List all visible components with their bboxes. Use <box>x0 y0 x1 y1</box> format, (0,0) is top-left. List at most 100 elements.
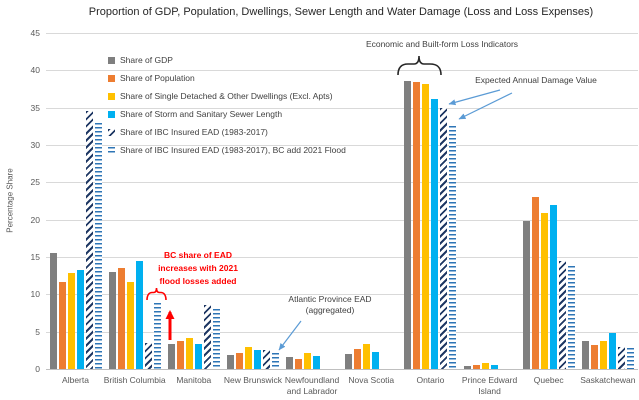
gridline <box>46 182 638 184</box>
y-axis-title: Percentage Share <box>5 168 15 233</box>
bar <box>345 354 353 369</box>
legend-label: Share of GDP <box>120 55 173 65</box>
bar <box>449 126 457 369</box>
gridline <box>46 257 638 258</box>
chart-title: Proportion of GDP, Population, Dwellings… <box>88 6 594 18</box>
bar <box>522 221 530 369</box>
y-tick-label: 10 <box>30 289 40 300</box>
bar <box>431 98 439 369</box>
bar <box>422 83 430 369</box>
category-label: New Brunswick <box>223 375 282 385</box>
legend-swatch-ead-icon <box>108 128 115 136</box>
bar <box>581 341 589 369</box>
gridline <box>46 70 638 72</box>
bar <box>567 265 575 369</box>
bar <box>108 271 116 369</box>
bar <box>194 344 202 369</box>
legend-label: Share of IBC Insured EAD (1983-2017) <box>120 127 268 137</box>
gridline <box>46 107 638 109</box>
category-label: Ontario <box>416 375 445 385</box>
y-tick-label: 15 <box>30 252 40 262</box>
bar <box>413 82 421 369</box>
category-label: Manitoba <box>176 375 212 385</box>
category-label: Nova Scotia <box>348 375 395 385</box>
bar <box>271 353 279 369</box>
bar <box>226 354 234 369</box>
gridline <box>46 145 638 146</box>
bar <box>117 268 125 369</box>
annotation-expected-annual-damage: Expected Annual Damage Value <box>475 75 597 85</box>
y-tick-label: 0 <box>35 364 40 374</box>
gridline <box>46 331 638 333</box>
legend-swatch-ead-bc-flood-icon <box>108 146 115 154</box>
legend-label: Share of IBC Insured EAD (1983-2017), BC… <box>120 145 346 155</box>
gridline <box>46 294 638 296</box>
category-label: Newfoundland and Labrador <box>284 375 340 396</box>
y-tick-label: 25 <box>30 177 40 188</box>
bar <box>167 343 175 369</box>
y-tick-label: 40 <box>30 65 40 76</box>
bar <box>463 365 471 369</box>
bar <box>608 333 616 369</box>
legend-label: Share of Single Detached & Other Dwellin… <box>120 91 333 101</box>
bar <box>153 302 161 369</box>
y-tick-label: 30 <box>30 140 40 150</box>
bar <box>481 363 489 369</box>
bar <box>176 340 184 369</box>
annotation-bc-flood-note: BC share of EAD increases with 2021 floo… <box>158 250 238 286</box>
legend-swatch-dwellings-icon <box>108 92 115 100</box>
legend-label: Share of Storm and Sanitary Sewer Length <box>120 109 283 119</box>
bar <box>372 351 380 369</box>
bar <box>404 80 412 369</box>
bar <box>354 348 362 369</box>
bar <box>490 364 498 369</box>
annotation-economic-indicators: Economic and Built-form Loss Indicators <box>365 39 519 49</box>
legend-item-gdp: Share of GDP <box>108 51 346 69</box>
legend-item-ead: Share of IBC Insured EAD (1983-2017) <box>108 123 346 141</box>
y-tick-label: 5 <box>35 326 40 337</box>
brace-economic-indicators <box>397 55 442 76</box>
bar <box>135 261 143 369</box>
bar <box>126 282 134 369</box>
legend-swatch-gdp-icon <box>108 56 115 64</box>
legend-swatch-population-icon <box>108 74 115 82</box>
bar <box>286 357 294 369</box>
bar <box>590 345 598 369</box>
bar <box>203 304 211 369</box>
bar <box>549 205 557 369</box>
bar <box>313 355 321 369</box>
legend-swatch-sewer-icon <box>108 110 115 118</box>
arrow-to-ead-bar <box>448 89 501 106</box>
arrow-to-atlantic-ead-bar <box>278 320 302 351</box>
category-label: Saskatchewan <box>580 375 636 385</box>
bar <box>244 346 252 369</box>
x-axis-line <box>46 369 638 370</box>
bar <box>617 346 625 369</box>
bar <box>472 364 480 369</box>
bar <box>295 358 303 369</box>
bar <box>253 350 261 369</box>
gridline <box>46 33 638 34</box>
legend: Share of GDP Share of Population Share o… <box>108 51 346 159</box>
legend-item-dwellings: Share of Single Detached & Other Dwellin… <box>108 87 346 105</box>
bar <box>235 352 243 369</box>
bar <box>540 212 548 369</box>
category-label: Quebec <box>533 375 564 385</box>
bar <box>144 342 152 369</box>
bar <box>440 108 448 369</box>
gridline <box>46 219 638 221</box>
bar <box>363 343 371 369</box>
legend-item-sewer: Share of Storm and Sanitary Sewer Length <box>108 105 346 123</box>
category-label: British Columbia <box>103 375 166 385</box>
category-label: Alberta <box>62 375 89 385</box>
legend-label: Share of Population <box>120 73 195 83</box>
bar <box>558 260 566 369</box>
legend-item-population: Share of Population <box>108 69 346 87</box>
annotation-atlantic-ead: Atlantic Province EAD (aggregated) <box>288 294 372 316</box>
bar <box>262 350 270 369</box>
bar <box>76 269 84 369</box>
bar <box>58 281 66 369</box>
bar <box>94 122 102 369</box>
bar <box>212 308 220 369</box>
